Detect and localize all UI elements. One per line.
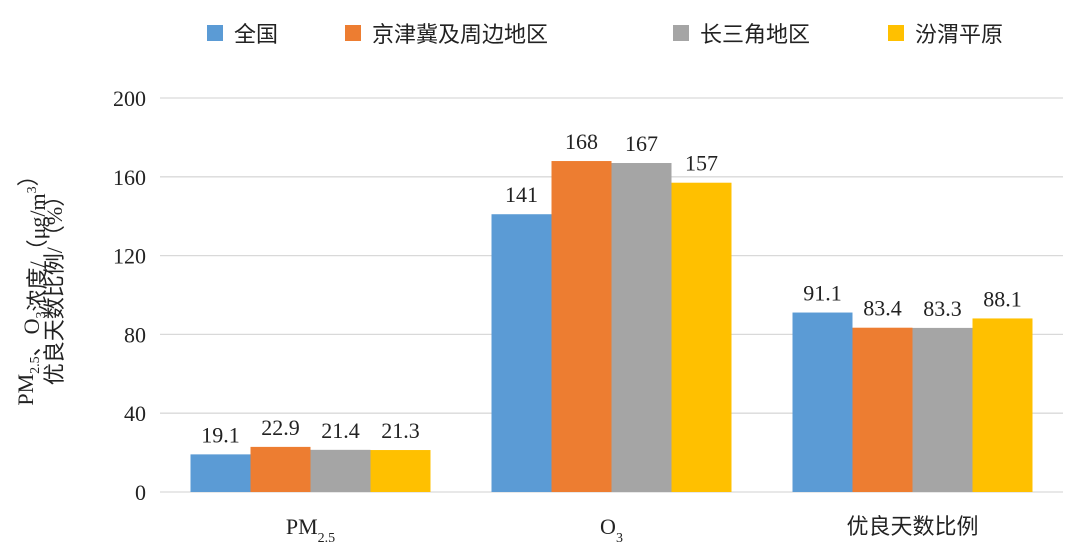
y-tick-label: 200 — [113, 86, 146, 111]
legend: 全国 京津冀及周边地区 长三角地区 汾渭平原 — [207, 23, 1003, 48]
legend-swatch — [207, 25, 223, 41]
bar — [792, 312, 853, 492]
data-label: 168 — [565, 129, 598, 154]
y-axis-title-line1: PM2.5、O3浓度/（μg/m3） — [13, 164, 50, 405]
data-label: 91.1 — [803, 281, 842, 306]
data-label: 167 — [625, 131, 658, 156]
y-tick-label: 0 — [135, 480, 146, 505]
x-axis-categories: PM2.5 O3 优良天数比例 — [286, 514, 979, 546]
bar — [190, 454, 251, 492]
bar — [370, 450, 431, 492]
data-labels: 19.1 22.9 21.4 21.3 141 168 167 157 91.1 83.4 83.3… — [201, 129, 1022, 447]
bars — [190, 161, 1033, 493]
x-category-label: 优良天数比例 — [846, 514, 978, 539]
data-label: 83.3 — [923, 296, 962, 321]
y-tick-label: 120 — [113, 244, 146, 269]
bar — [611, 163, 672, 492]
bar — [852, 327, 913, 492]
bar — [912, 327, 973, 492]
legend-label: 全国 — [234, 23, 278, 48]
legend-swatch — [673, 25, 689, 41]
data-label: 83.4 — [863, 296, 902, 321]
x-category-label: PM2.5 — [286, 514, 335, 546]
data-label: 88.1 — [983, 286, 1022, 311]
y-axis-title-line2: 优良天数比例/（%） — [42, 185, 67, 385]
y-tick-label: 80 — [124, 322, 146, 347]
y-axis-ticks: 0 40 80 120 160 200 — [113, 86, 146, 505]
legend-label: 汾渭平原 — [915, 23, 1003, 48]
data-label: 22.9 — [261, 415, 300, 440]
y-axis-label: PM2.5、O3浓度/（μg/m3）优良天数比例/（%） — [13, 164, 67, 405]
data-label: 141 — [505, 182, 538, 207]
bar — [671, 182, 732, 492]
bar — [972, 318, 1033, 492]
data-label: 21.3 — [381, 418, 420, 443]
y-tick-label: 40 — [124, 401, 146, 426]
legend-label: 长三角地区 — [700, 23, 810, 48]
bar — [551, 161, 612, 493]
data-label: 19.1 — [201, 422, 240, 447]
bar — [491, 214, 552, 493]
data-label: 21.4 — [321, 418, 360, 443]
x-category-label: O3 — [600, 514, 623, 546]
legend-swatch — [345, 25, 361, 41]
bar — [310, 449, 371, 492]
legend-swatch — [888, 25, 904, 41]
bar — [250, 446, 311, 492]
data-label: 157 — [685, 151, 718, 176]
legend-label: 京津冀及周边地区 — [372, 23, 548, 48]
y-tick-label: 160 — [113, 165, 146, 190]
